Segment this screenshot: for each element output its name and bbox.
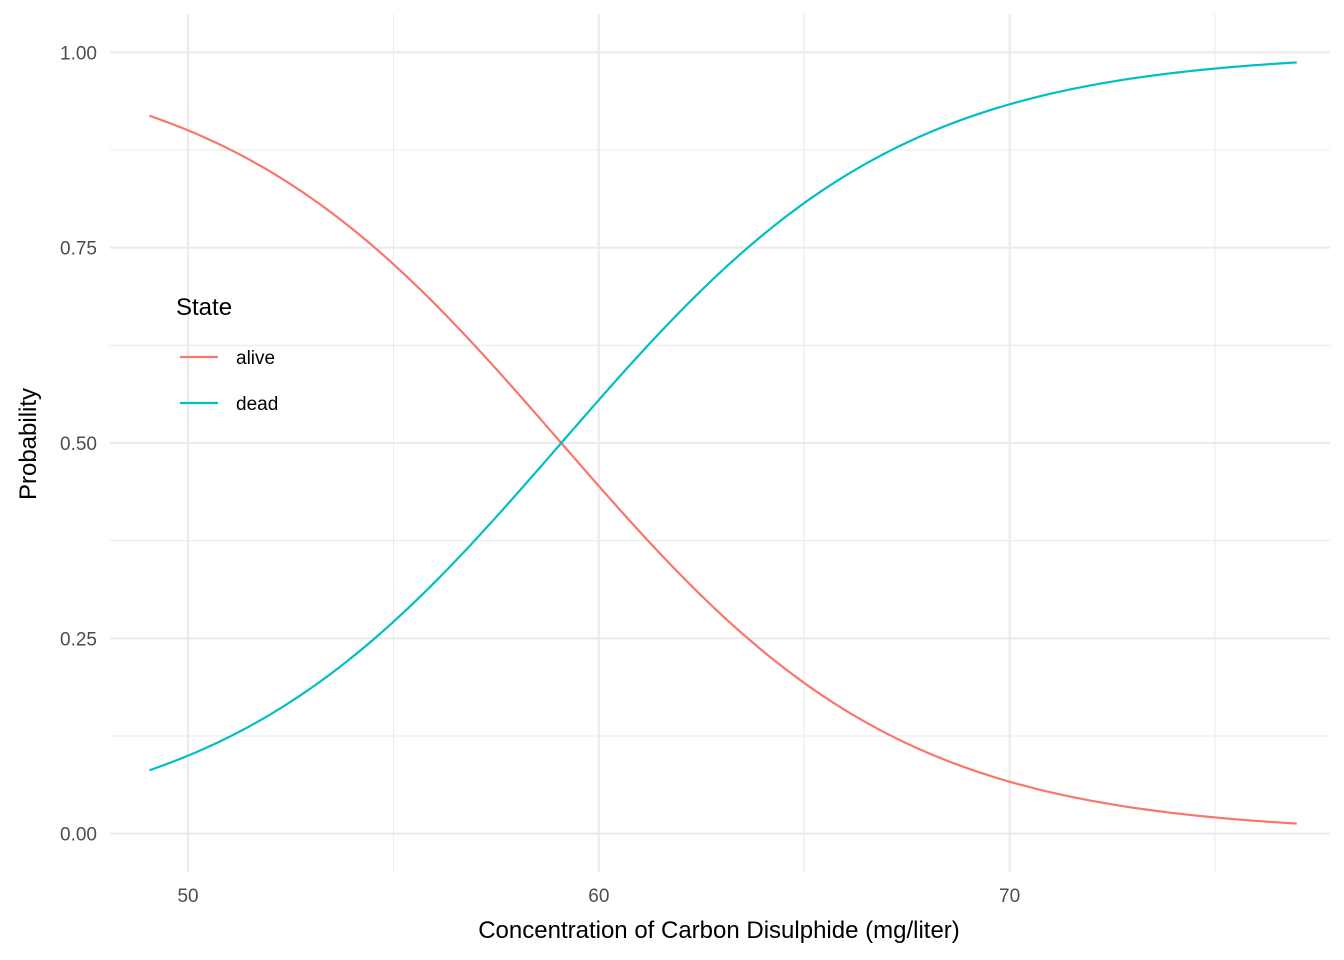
legend-label-dead: dead bbox=[236, 394, 278, 415]
x-axis-title: Concentration of Carbon Disulphide (mg/l… bbox=[478, 917, 960, 944]
x-tick-label: 60 bbox=[588, 886, 609, 907]
y-tick-label: 0.25 bbox=[60, 629, 97, 650]
x-tick-label: 70 bbox=[999, 886, 1020, 907]
legend: State alive dead bbox=[176, 294, 278, 415]
y-axis-title: Probability bbox=[15, 388, 42, 500]
major-gridlines bbox=[110, 14, 1330, 872]
y-axis-tick-labels: 0.00 0.25 0.50 0.75 1.00 bbox=[60, 43, 97, 845]
legend-label-alive: alive bbox=[236, 348, 275, 369]
y-tick-label: 1.00 bbox=[60, 43, 97, 64]
series-line-alive bbox=[149, 114, 1297, 825]
y-tick-label: 0.00 bbox=[60, 825, 97, 846]
series-line-dead bbox=[149, 61, 1297, 772]
legend-title: State bbox=[176, 294, 232, 321]
series-lines bbox=[149, 61, 1297, 825]
x-tick-label: 50 bbox=[177, 886, 198, 907]
minor-gridlines bbox=[110, 14, 1330, 872]
x-axis-tick-labels: 50 60 70 bbox=[177, 886, 1020, 907]
y-tick-label: 0.75 bbox=[60, 239, 97, 260]
y-tick-label: 0.50 bbox=[60, 434, 97, 455]
